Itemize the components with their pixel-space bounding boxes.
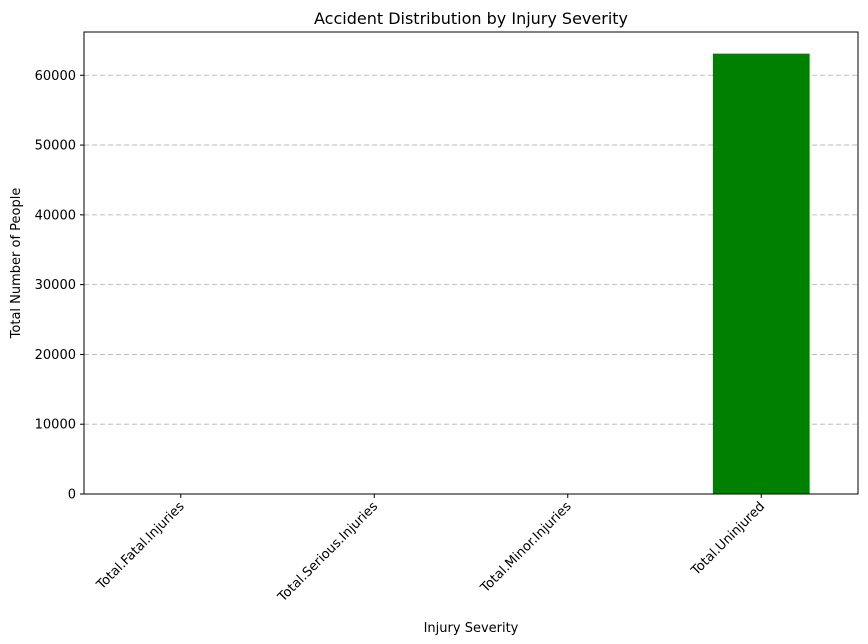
y-tick-label: 0 — [68, 488, 76, 503]
y-tick-label: 10000 — [35, 418, 76, 433]
x-tick-label: Total.Minor.Injuries — [477, 499, 574, 596]
y-axis-label: Total Number of People — [9, 188, 24, 340]
y-tick-label: 50000 — [35, 139, 76, 154]
x-axis-label: Injury Severity — [424, 621, 519, 636]
x-axis-ticks: Total.Fatal.Injuries Total.Serious.Injuri… — [93, 494, 768, 606]
x-tick-label: Total.Serious.Injuries — [275, 499, 382, 606]
y-tick-label: 40000 — [35, 208, 76, 223]
x-tick-label: Total.Uninjured — [688, 499, 768, 579]
y-axis-ticks: 0 10000 20000 30000 40000 50000 60000 — [35, 69, 84, 503]
x-tick-label: Total.Fatal.Injuries — [93, 499, 187, 593]
bars — [712, 53, 810, 495]
chart-title: Accident Distribution by Injury Severity — [314, 9, 628, 28]
y-tick-label: 30000 — [35, 278, 76, 293]
y-tick-label: 60000 — [35, 69, 76, 84]
y-tick-label: 20000 — [35, 348, 76, 363]
bar — [712, 53, 810, 495]
plot-area-frame — [83, 31, 859, 495]
